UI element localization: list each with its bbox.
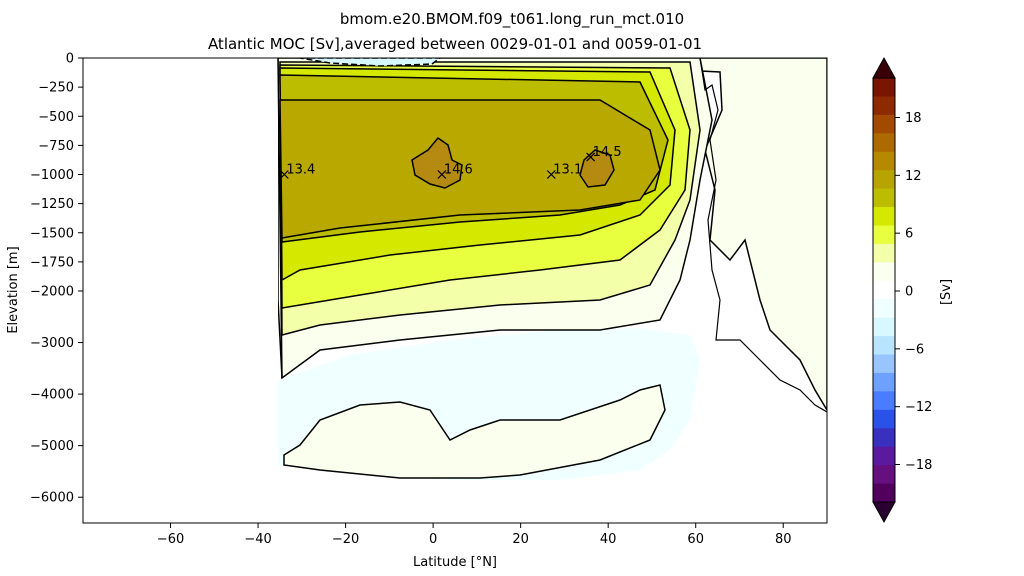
colorbar-label: [Sv]	[939, 279, 954, 305]
y-tick-label: −6000	[30, 491, 74, 506]
colorbar-level	[873, 151, 895, 171]
colorbar-level	[873, 114, 895, 134]
y-tick-label: −2000	[30, 285, 74, 300]
colorbar-level	[873, 354, 895, 374]
colorbar-tick-label: 12	[905, 169, 922, 184]
colorbar-level	[873, 446, 895, 466]
chart-title-line2: Atlantic MOC [Sv],averaged between 0029-…	[208, 35, 702, 53]
colorbar-level	[873, 225, 895, 245]
colorbar-level	[873, 336, 895, 356]
x-tick-label: 20	[512, 532, 529, 547]
colorbar-tick-label: −12	[905, 400, 932, 415]
colorbar-level	[873, 465, 895, 485]
colorbar-extend-bottom	[872, 501, 896, 524]
y-tick-label: −500	[38, 110, 74, 125]
extremum-marker	[586, 152, 596, 162]
x-tick-label: 40	[600, 532, 617, 547]
colorbar-level	[873, 372, 895, 392]
x-tick-label: −40	[244, 532, 271, 547]
colorbar-frame	[872, 77, 896, 503]
colorbar-tick-label: 6	[905, 227, 913, 242]
land-mask-south	[83, 58, 278, 523]
colorbar-level	[873, 317, 895, 337]
colorbar-tick-label: 0	[905, 285, 913, 300]
core-14-6	[411, 136, 463, 189]
extremum-label: 13.4	[286, 163, 315, 178]
colorbar-level	[873, 299, 895, 319]
extremum-label: 13.1	[553, 163, 582, 178]
colorbar-level	[873, 262, 895, 282]
colorbar-extend-top	[872, 56, 896, 79]
colorbar-level	[873, 280, 895, 300]
extremum-label: 14.6	[444, 163, 473, 178]
extremum-label: 14.5	[593, 145, 622, 160]
y-tick-label: −4000	[30, 388, 74, 403]
surface-negative-lobe	[299, 58, 442, 67]
colorbar-level	[873, 391, 895, 411]
land-mask-bottom	[278, 480, 700, 523]
x-axis-ticks: −60 −40 −20 0 20 40 60 80	[157, 523, 792, 547]
extremum-marker	[546, 170, 556, 179]
chart-title-line1: bmom.e20.BMOM.f09_t061.long_run_mct.010	[340, 10, 684, 29]
colorbar-level	[873, 409, 895, 429]
extremum-marker	[437, 170, 447, 179]
x-tick-label: −20	[332, 532, 359, 547]
y-axis-ticks: 0 −250 −500 −750 −1000 −1250 −1500 −1750 −2000 −3…	[30, 52, 83, 506]
y-axis-label: Elevation [m]	[6, 246, 21, 333]
y-tick-label: 0	[66, 52, 74, 67]
contour-level-11	[279, 99, 661, 239]
colorbar: 18 12 6 0 −6 −12 −18	[872, 56, 932, 524]
colorbar-tick-label: 18	[905, 111, 922, 126]
x-tick-label: −60	[157, 532, 184, 547]
contour-field	[83, 58, 827, 523]
y-tick-label: −1250	[30, 197, 74, 212]
colorbar-level	[873, 170, 895, 190]
y-tick-label: −1000	[30, 168, 74, 183]
extrema-annotations: 13.4 14.6 13.1 14.5	[279, 145, 622, 179]
colorbar-level	[873, 133, 895, 153]
y-tick-label: −5000	[30, 439, 74, 454]
colorbar-level	[873, 96, 895, 116]
bottom-positive-patch	[283, 384, 666, 479]
x-axis-label: Latitude [°N]	[413, 555, 497, 570]
colorbar-level	[873, 243, 895, 263]
x-tick-label: 60	[687, 532, 704, 547]
colorbar-level	[873, 207, 895, 226]
extremum-marker	[279, 170, 289, 179]
x-tick-label: 0	[429, 532, 437, 547]
colorbar-tick-label: −18	[905, 458, 932, 473]
northern-boundary	[699, 58, 827, 413]
x-tick-label: 80	[775, 532, 792, 547]
y-tick-label: −1500	[30, 226, 74, 241]
y-tick-label: −3000	[30, 336, 74, 351]
southern-boundary	[277, 58, 283, 379]
colorbar-level	[873, 428, 895, 448]
y-tick-label: −250	[38, 81, 74, 96]
colorbar-level	[873, 78, 895, 97]
colorbar-level	[873, 188, 895, 208]
y-tick-label: −1750	[30, 255, 74, 270]
y-tick-label: −750	[38, 139, 74, 154]
colorbar-level	[873, 483, 895, 503]
colorbar-tick-label: −6	[905, 342, 924, 357]
